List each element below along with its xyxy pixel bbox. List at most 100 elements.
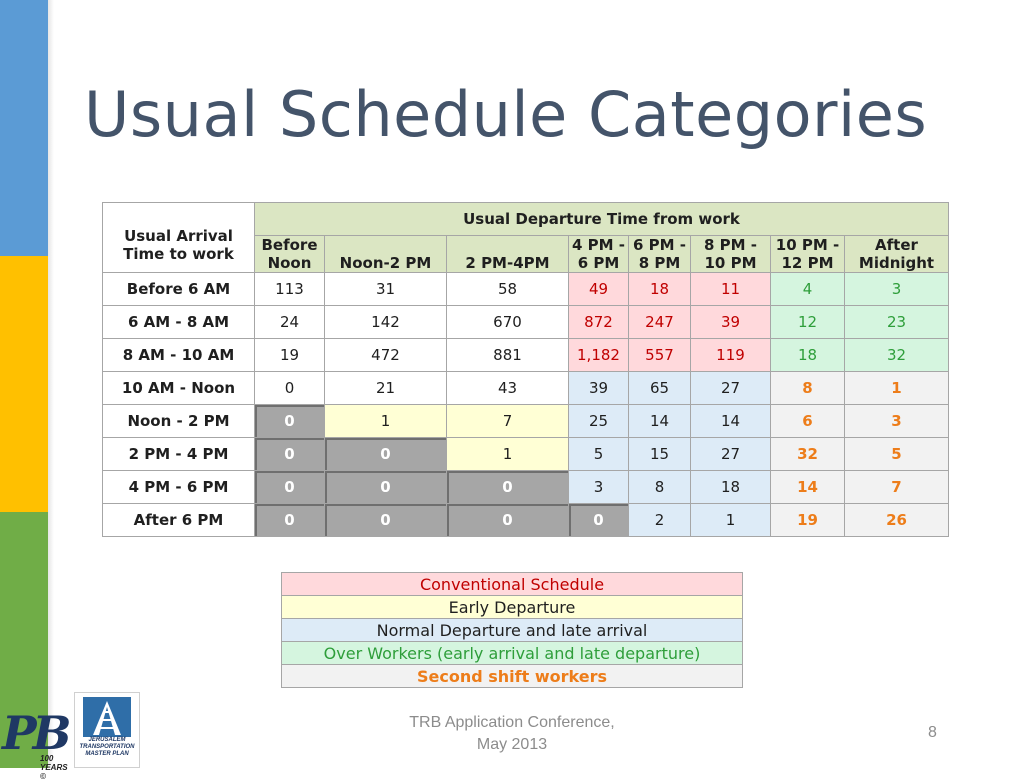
table-cell: 14 xyxy=(628,404,691,438)
decorative-sidebar xyxy=(0,0,48,768)
table-cell: 12 xyxy=(770,305,845,339)
row-header: 8 AM - 10 AM xyxy=(102,338,255,372)
table-cell: 58 xyxy=(446,272,569,306)
table-cell: 5 xyxy=(844,437,949,471)
table-cell: 0 xyxy=(324,437,447,471)
row-header: Before 6 AM xyxy=(102,272,255,306)
table-cell: 43 xyxy=(446,371,569,405)
jtmp-line-3: MASTER PLAN xyxy=(85,751,129,757)
column-header: 8 PM - 10 PM xyxy=(690,235,771,273)
page-number: 8 xyxy=(928,724,937,741)
column-header: 4 PM - 6 PM xyxy=(568,235,629,273)
table-cell: 7 xyxy=(844,470,949,504)
table-cell: 19 xyxy=(254,338,325,372)
table-cell: 0 xyxy=(254,437,325,471)
jtmp-line-1: JERUSALEM xyxy=(88,737,126,743)
sidebar-green-segment xyxy=(0,512,48,768)
table-cell: 670 xyxy=(446,305,569,339)
row-header: Noon - 2 PM xyxy=(102,404,255,438)
footer-line-1: TRB Application Conference, xyxy=(409,714,615,731)
table-row: 2 PM - 4 PM 0 0 1 5 15 27 32 5 xyxy=(102,437,949,471)
legend-normal-departure: Normal Departure and late arrival xyxy=(281,618,743,642)
table-cell: 8 xyxy=(770,371,845,405)
table-cell: 18 xyxy=(628,272,691,306)
jtmp-logo: JERUSALEM TRANSPORTATION MASTER PLAN xyxy=(74,692,140,768)
jtmp-tower-icon xyxy=(83,697,131,737)
table-cell: 25 xyxy=(568,404,629,438)
table-row: After 6 PM 0 0 0 0 2 1 19 26 xyxy=(102,503,949,537)
table-cell: 3 xyxy=(844,272,949,306)
legend-second-shift: Second shift workers xyxy=(281,664,743,688)
table-cell: 8 xyxy=(628,470,691,504)
jtmp-logo-text: JERUSALEM TRANSPORTATION MASTER PLAN xyxy=(75,737,139,758)
table-cell: 247 xyxy=(628,305,691,339)
table-cell: 65 xyxy=(628,371,691,405)
table-cell: 26 xyxy=(844,503,949,537)
table-cell: 881 xyxy=(446,338,569,372)
table-cell: 19 xyxy=(770,503,845,537)
sidebar-yellow-segment xyxy=(0,256,48,512)
table-cell: 0 xyxy=(254,470,325,504)
schedule-body: Before 6 AM 113 31 58 49 18 11 4 3 6 AM - 8 AM 24 1… xyxy=(102,272,949,537)
table-row: Before 6 AM 113 31 58 49 18 11 4 3 xyxy=(102,272,949,306)
column-header-row: Before Noon Noon-2 PM 2 PM-4PM 4 PM - 6 PM 6… xyxy=(103,235,949,273)
row-header: 10 AM - Noon xyxy=(102,371,255,405)
legend-over-workers: Over Workers (early arrival and late dep… xyxy=(281,641,743,665)
column-header: Before Noon xyxy=(254,235,325,273)
legend-conventional: Conventional Schedule xyxy=(281,572,743,596)
table-cell: 1 xyxy=(844,371,949,405)
footer-line-2: May 2013 xyxy=(476,736,548,753)
table-cell: 0 xyxy=(254,404,325,438)
departure-header: Usual Departure Time from work xyxy=(254,202,949,236)
table-cell: 142 xyxy=(324,305,447,339)
table-row: 4 PM - 6 PM 0 0 0 3 8 18 14 7 xyxy=(102,470,949,504)
table-cell: 1,182 xyxy=(568,338,629,372)
table-cell: 18 xyxy=(690,470,771,504)
row-header: 2 PM - 4 PM xyxy=(102,437,255,471)
jtmp-line-2: TRANSPORTATION xyxy=(79,744,135,750)
table-cell: 119 xyxy=(690,338,771,372)
table-cell: 39 xyxy=(690,305,771,339)
table-cell: 0 xyxy=(446,470,569,504)
table-cell: 0 xyxy=(324,503,447,537)
pb-logo: PB 100 YEARS © xyxy=(2,706,72,781)
table-cell: 23 xyxy=(844,305,949,339)
table-cell: 27 xyxy=(690,437,771,471)
row-header: After 6 PM xyxy=(102,503,255,537)
table-cell: 0 xyxy=(254,371,325,405)
table-cell: 15 xyxy=(628,437,691,471)
table-cell: 1 xyxy=(446,437,569,471)
schedule-table: Usual Arrival Time to work Usual Departu… xyxy=(102,202,949,537)
table-cell: 6 xyxy=(770,404,845,438)
column-header: 10 PM - 12 PM xyxy=(770,235,845,273)
table-cell: 557 xyxy=(628,338,691,372)
row-header: 4 PM - 6 PM xyxy=(102,470,255,504)
table-cell: 32 xyxy=(770,437,845,471)
table-cell: 21 xyxy=(324,371,447,405)
column-header: 2 PM-4PM xyxy=(446,235,569,273)
slide-title: Usual Schedule Categories xyxy=(84,78,928,151)
table-row: 6 AM - 8 AM 24 142 670 872 247 39 12 23 xyxy=(102,305,949,339)
table-cell: 2 xyxy=(628,503,691,537)
table-cell: 3 xyxy=(844,404,949,438)
table-cell: 0 xyxy=(446,503,569,537)
column-header: After Midnight xyxy=(844,235,949,273)
table-cell: 0 xyxy=(324,470,447,504)
table-cell: 0 xyxy=(254,503,325,537)
table-cell: 31 xyxy=(324,272,447,306)
table-cell: 3 xyxy=(568,470,629,504)
table-cell: 0 xyxy=(568,503,629,537)
table-cell: 39 xyxy=(568,371,629,405)
corner-header: Usual Arrival Time to work xyxy=(102,202,255,273)
table-cell: 24 xyxy=(254,305,325,339)
table-cell: 14 xyxy=(690,404,771,438)
table-cell: 113 xyxy=(254,272,325,306)
legend-table: Conventional Schedule Early Departure No… xyxy=(281,572,743,688)
table-cell: 1 xyxy=(690,503,771,537)
column-header: 6 PM - 8 PM xyxy=(628,235,691,273)
table-cell: 1 xyxy=(324,404,447,438)
table-cell: 11 xyxy=(690,272,771,306)
table-cell: 18 xyxy=(770,338,845,372)
table-cell: 5 xyxy=(568,437,629,471)
table-cell: 27 xyxy=(690,371,771,405)
